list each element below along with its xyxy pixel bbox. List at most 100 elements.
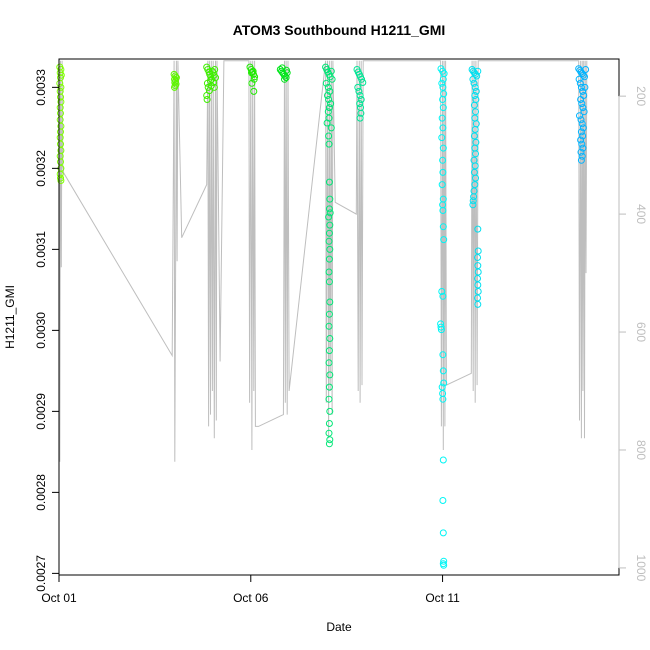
data-point (325, 132, 333, 140)
data-point (354, 83, 362, 91)
y-tick-label: 0.0028 (34, 474, 48, 511)
y-tick-label: 0.0029 (34, 393, 48, 430)
y-tick-label: 0.0031 (34, 231, 48, 268)
data-point (281, 75, 288, 83)
data-point (474, 275, 481, 282)
data-point (472, 174, 479, 182)
data-point (577, 96, 585, 103)
data-point (57, 158, 64, 166)
data-point (577, 116, 585, 124)
data-point (210, 79, 218, 86)
chart-title: ATOM3 Southbound H1211_GMI (233, 22, 446, 38)
data-point (203, 96, 211, 103)
data-point (326, 209, 334, 217)
data-point (579, 87, 587, 95)
data-point (578, 100, 586, 108)
data-point (248, 79, 256, 87)
flight-series-6 (322, 63, 336, 448)
data-point (474, 247, 482, 255)
data-point (56, 134, 64, 142)
data-point (470, 132, 478, 140)
data-point (472, 150, 479, 158)
x-tick-label: Oct 11 (425, 591, 460, 605)
data-point (325, 383, 333, 391)
data-point (469, 197, 477, 205)
data-point (324, 92, 331, 99)
data-point (438, 181, 446, 189)
x-tick-label: Oct 06 (233, 591, 269, 605)
data-point (472, 87, 480, 95)
data-point (474, 288, 482, 295)
data-point (579, 71, 587, 79)
data-point (474, 67, 482, 75)
flight-series-3 (203, 63, 219, 103)
data-point (171, 79, 179, 86)
secondary-y-tick-label: 1000 (634, 555, 648, 582)
data-point (580, 108, 588, 116)
data-point (326, 195, 334, 203)
data-point (325, 237, 333, 245)
data-point (328, 75, 336, 83)
data-point (211, 66, 219, 73)
data-point (469, 201, 477, 209)
data-point (325, 96, 333, 103)
x-tick-label: Oct 01 (41, 591, 77, 605)
data-point (325, 229, 333, 237)
data-point (577, 148, 585, 156)
data-point (471, 92, 479, 99)
flight-series-4 (246, 63, 259, 95)
data-point (440, 236, 448, 244)
data-point (577, 156, 585, 164)
data-point (439, 456, 447, 464)
data-point (57, 174, 64, 182)
data-point (355, 87, 363, 95)
data-point (325, 395, 333, 403)
flight-series-2 (170, 70, 180, 91)
data-point (439, 351, 447, 359)
data-point (577, 83, 585, 91)
data-point (474, 300, 482, 308)
data-point (56, 79, 64, 87)
data-point (439, 292, 447, 300)
data-point (470, 79, 478, 87)
data-point (474, 225, 482, 233)
data-point (325, 255, 333, 263)
secondary-y-tick-label: 800 (634, 440, 648, 460)
data-point (581, 83, 589, 91)
data-point (357, 96, 365, 103)
data-point (325, 429, 333, 437)
data-point (439, 156, 447, 164)
data-point (439, 144, 447, 152)
data-point (439, 96, 447, 103)
data-point (577, 136, 585, 144)
y-axis-label: H1211_GMI (3, 285, 17, 349)
data-point (210, 83, 218, 91)
data-point (439, 104, 447, 112)
data-point (326, 221, 334, 229)
secondary-y-tick-label: 400 (634, 204, 648, 224)
data-point (326, 245, 334, 253)
data-point (356, 114, 364, 122)
data-point (470, 101, 478, 109)
data-point (577, 128, 585, 136)
flight-series-10 (575, 65, 590, 164)
data-point (579, 104, 587, 112)
data-point (327, 124, 335, 132)
data-point (326, 335, 334, 342)
data-point (439, 395, 447, 403)
data-point (575, 75, 583, 83)
pressure-trace-layer (58, 60, 588, 462)
data-point (172, 74, 180, 82)
data-point (358, 75, 366, 83)
data-point (582, 66, 590, 73)
data-point (469, 75, 477, 83)
data-point (327, 100, 335, 108)
data-point (438, 134, 446, 142)
data-point (323, 119, 331, 127)
data-point (325, 178, 333, 186)
x-axis-label: Date (326, 620, 352, 634)
data-point (250, 75, 258, 83)
data-point (471, 83, 479, 91)
data-point (438, 114, 446, 122)
data-point (474, 268, 482, 276)
